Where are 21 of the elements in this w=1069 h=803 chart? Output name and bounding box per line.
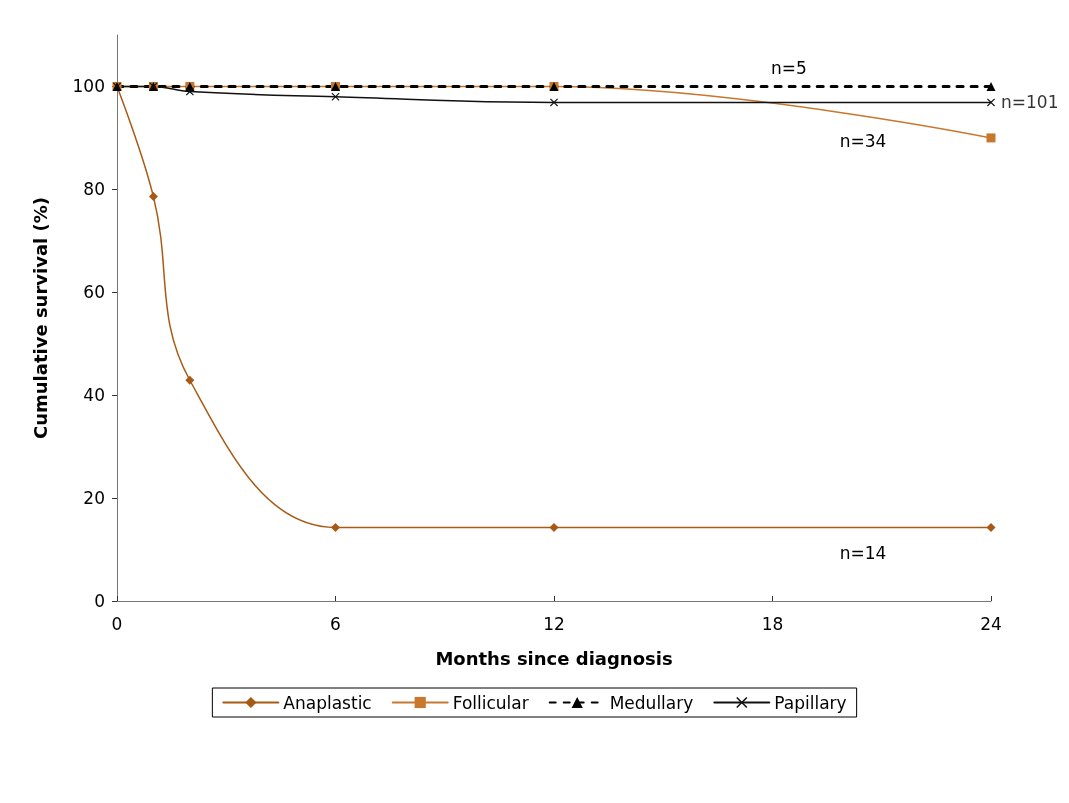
y-tick-label: 80 xyxy=(83,179,105,200)
x-tick-label: 24 xyxy=(980,613,1002,634)
annotation: n=101 xyxy=(1001,92,1059,113)
y-tick-label: 20 xyxy=(83,488,105,509)
legend-label: Anaplastic xyxy=(283,692,372,713)
x-tick-label: 0 xyxy=(111,613,123,634)
x-tick-label: 18 xyxy=(761,613,784,634)
legend-label: Papillary xyxy=(774,692,847,713)
y-tick-label: 100 xyxy=(72,76,105,97)
y-axis-title: Cumulative survival (%) xyxy=(29,196,51,440)
y-tick-label: 0 xyxy=(94,591,105,611)
x-axis-title: Months since diagnosis xyxy=(435,647,673,669)
legend-label: Follicular xyxy=(452,692,529,713)
annotation: n=5 xyxy=(771,58,807,78)
annotation: n=34 xyxy=(839,131,887,151)
y-tick-label: 40 xyxy=(83,385,105,406)
x-tick-label: 12 xyxy=(543,613,565,634)
legend-label: Medullary xyxy=(609,692,694,713)
x-tick-label: 6 xyxy=(330,613,341,634)
annotation: n=14 xyxy=(839,543,887,563)
y-tick-label: 60 xyxy=(83,282,105,303)
